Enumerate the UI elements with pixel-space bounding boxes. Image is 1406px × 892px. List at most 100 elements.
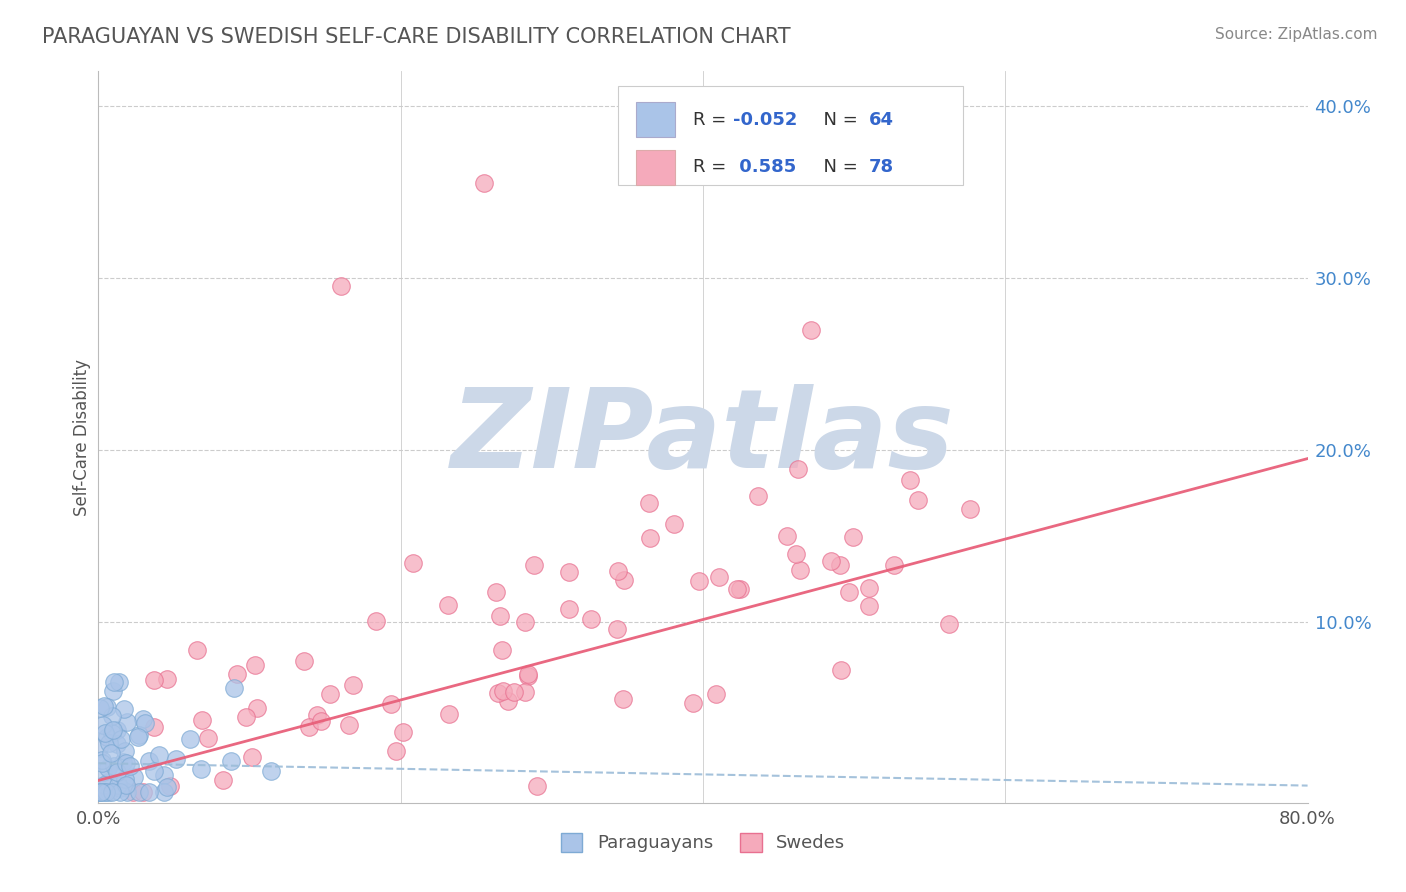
Text: R =: R = [693, 158, 733, 177]
Point [190, 762, 212, 776]
Point [858, 599, 880, 614]
Point [138, 785, 160, 799]
Point [579, 611, 602, 625]
Point [858, 581, 880, 595]
Text: N =: N = [811, 158, 863, 177]
Point [557, 601, 579, 615]
Point [235, 710, 257, 724]
Point [87, 785, 110, 799]
Point [90, 756, 112, 770]
Point [105, 723, 128, 737]
Point [186, 643, 208, 657]
Point [159, 779, 181, 793]
Point [907, 492, 929, 507]
Point [682, 696, 704, 710]
Point [142, 720, 165, 734]
Point [842, 530, 865, 544]
Point [101, 709, 124, 723]
Point [91, 753, 114, 767]
Point [329, 279, 352, 293]
Point [664, 516, 686, 531]
Point [89, 701, 111, 715]
Point [474, 176, 496, 190]
Point [153, 767, 176, 781]
Point [830, 664, 852, 678]
Point [298, 720, 321, 734]
Text: PARAGUAYAN VS SWEDISH SELF-CARE DISABILITY CORRELATION CHART: PARAGUAYAN VS SWEDISH SELF-CARE DISABILI… [42, 27, 790, 46]
Point [156, 672, 179, 686]
Point [107, 778, 129, 792]
Point [94, 725, 117, 739]
Point [838, 584, 860, 599]
Point [307, 708, 329, 723]
Point [122, 785, 145, 799]
Point [785, 547, 807, 561]
Point [105, 737, 128, 751]
Point [342, 678, 364, 692]
Point [166, 752, 188, 766]
Point [93, 699, 115, 714]
Point [789, 563, 811, 577]
Point [108, 785, 131, 799]
Point [309, 714, 332, 729]
Point [105, 765, 128, 780]
Point [492, 683, 515, 698]
Point [489, 609, 512, 624]
Point [613, 573, 636, 587]
Point [830, 558, 852, 572]
Point [364, 614, 387, 628]
Point [707, 570, 730, 584]
Point [498, 694, 520, 708]
Point [179, 731, 201, 746]
Point [959, 502, 981, 516]
Point [938, 616, 960, 631]
Text: ZIPatlas: ZIPatlas [451, 384, 955, 491]
Point [513, 684, 536, 698]
Point [728, 582, 751, 596]
Point [380, 697, 402, 711]
Point [319, 687, 342, 701]
Point [437, 706, 460, 721]
Point [110, 781, 132, 796]
Point [97, 736, 120, 750]
Point [898, 474, 921, 488]
Point [606, 622, 628, 636]
Point [97, 761, 120, 775]
Point [883, 558, 905, 573]
Point [224, 681, 246, 695]
Point [240, 749, 263, 764]
Text: 78: 78 [869, 158, 894, 177]
Point [115, 778, 138, 792]
Point [491, 642, 513, 657]
Point [103, 675, 125, 690]
Point [402, 556, 425, 570]
Point [111, 755, 134, 769]
Point [96, 730, 118, 744]
Point [787, 462, 810, 476]
Point [776, 528, 799, 542]
Y-axis label: Self-Care Disability: Self-Care Disability [73, 359, 91, 516]
Point [122, 770, 145, 784]
Point [118, 758, 141, 772]
FancyBboxPatch shape [619, 86, 963, 185]
Point [115, 756, 138, 771]
Point [153, 785, 176, 799]
Point [638, 496, 661, 510]
Point [558, 565, 581, 579]
Point [142, 673, 165, 687]
Point [128, 784, 150, 798]
Point [485, 585, 508, 599]
Point [101, 726, 124, 740]
Point [190, 714, 212, 728]
Point [246, 700, 269, 714]
Point [384, 744, 406, 758]
Point [127, 731, 149, 745]
Point [103, 759, 125, 773]
Point [211, 773, 233, 788]
Point [138, 755, 160, 769]
Point [292, 654, 315, 668]
Text: R =: R = [693, 111, 733, 128]
Point [638, 531, 661, 545]
Point [91, 718, 114, 732]
Point [93, 785, 115, 799]
